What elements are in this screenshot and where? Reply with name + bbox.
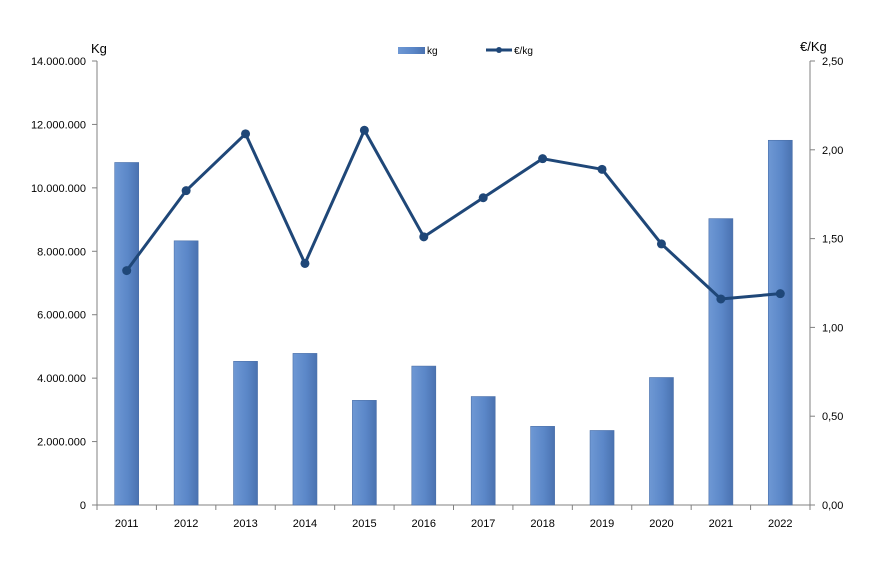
- line-point-2020: [656, 239, 666, 249]
- line-point-2011: [122, 266, 132, 276]
- line-point-2019: [597, 164, 607, 174]
- x-axis-tick-label: 2011: [115, 518, 139, 530]
- bar-2016: [411, 365, 437, 506]
- legend-label-kg: kg: [427, 46, 438, 57]
- left-axis-tick-label: 0: [80, 500, 86, 512]
- bar-2018: [530, 426, 555, 506]
- right-axis-unit-label: €/Kg: [800, 39, 827, 54]
- bar-2021: [708, 218, 734, 506]
- legend-swatch-kg: [398, 47, 425, 54]
- line-series-eur-kg: [122, 125, 785, 304]
- x-axis-tick-label: 2020: [649, 518, 673, 530]
- left-axis-tick-label: 14.000.000: [31, 56, 86, 68]
- x-axis-ticks: 2011 2012 2013 2014 2015 2016 2017 2018 2019 2020…: [96, 505, 811, 530]
- line-point-2021: [716, 294, 726, 304]
- x-axis-tick-label: 2015: [352, 518, 376, 530]
- bar-2022: [767, 139, 793, 506]
- bar-2015: [352, 400, 377, 506]
- right-axis-ticks: 0,00 0,50 1,00 1,50 2,00 2,50: [810, 56, 843, 512]
- line-point-2018: [538, 154, 548, 164]
- x-axis-tick-label: 2022: [768, 518, 792, 530]
- x-axis-tick-label: 2013: [233, 518, 257, 530]
- bar-series-kg: [114, 139, 793, 506]
- line-point-2013: [241, 129, 251, 139]
- line-path-eur-kg: [125, 128, 781, 301]
- right-axis-tick-label: 2,00: [822, 145, 843, 157]
- x-axis-tick-label: 2014: [293, 518, 317, 530]
- right-axis-tick-label: 0,00: [822, 500, 843, 512]
- left-axis-tick-label: 10.000.000: [31, 183, 86, 195]
- bar-2019: [589, 430, 615, 506]
- bar-2017: [470, 396, 496, 506]
- left-axis-tick-label: 2.000.000: [37, 437, 86, 449]
- legend-label-eur-kg: €/kg: [514, 46, 533, 57]
- line-point-2015: [359, 125, 369, 135]
- line-point-2016: [419, 232, 429, 242]
- bar-2011: [114, 162, 140, 506]
- x-axis-tick-label: 2017: [471, 518, 495, 530]
- left-axis-tick-label: 12.000.000: [31, 119, 86, 131]
- right-axis-tick-label: 0,50: [822, 411, 843, 423]
- left-axis-tick-label: 8.000.000: [37, 246, 86, 258]
- bar-2012: [173, 240, 199, 506]
- right-axis-tick-label: 1,00: [822, 322, 843, 334]
- right-axis-tick-label: 2,50: [822, 56, 843, 68]
- line-point-2012: [181, 186, 191, 196]
- left-axis-tick-label: 6.000.000: [37, 310, 86, 322]
- x-axis-tick-label: 2012: [174, 518, 198, 530]
- legend: kg €/kg: [398, 46, 533, 57]
- bar-2013: [233, 361, 258, 506]
- left-axis-ticks: 0 2.000.000 4.000.000 6.000.000 8.000.000 10.…: [31, 56, 97, 512]
- line-point-2014: [300, 258, 310, 268]
- line-point-2022: [775, 289, 785, 299]
- x-axis-tick-label: 2018: [530, 518, 554, 530]
- bar-2020: [649, 377, 674, 506]
- x-axis-tick-label: 2016: [412, 518, 436, 530]
- right-axis-tick-label: 1,50: [822, 234, 843, 246]
- x-axis-tick-label: 2019: [590, 518, 614, 530]
- x-axis-tick-label: 2021: [709, 518, 733, 530]
- legend-swatch-eur-kg-marker: [496, 47, 502, 53]
- bar-2014: [292, 353, 318, 506]
- line-point-2017: [478, 193, 488, 203]
- left-axis-unit-label: Kg: [91, 41, 107, 56]
- left-axis-tick-label: 4.000.000: [37, 373, 86, 385]
